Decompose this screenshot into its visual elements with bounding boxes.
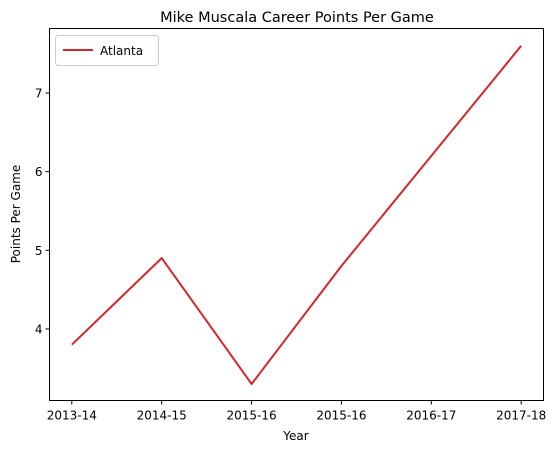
x-axis-label: Year — [282, 429, 308, 443]
x-tick-label: 2017-18 — [496, 409, 546, 423]
chart-title: Mike Muscala Career Points Per Game — [160, 10, 434, 26]
x-axis-ticks: 2013-14 2014-15 2015-16 2015-16 2016-17 2017-… — [47, 400, 546, 423]
y-axis-ticks: 4 5 6 7 — [35, 86, 50, 336]
y-tick-label: 7 — [35, 86, 43, 100]
x-tick-label: 2015-16 — [226, 409, 276, 423]
legend-label-atlanta: Atlanta — [100, 44, 143, 58]
series-layer — [71, 45, 522, 385]
series-line-atlanta — [71, 45, 522, 385]
y-tick-label: 6 — [35, 165, 43, 179]
plot-area — [49, 28, 544, 401]
y-axis-label: Points Per Game — [9, 165, 23, 264]
legend: Atlanta — [55, 35, 159, 66]
x-tick-label: 2013-14 — [47, 409, 97, 423]
y-tick-label: 4 — [35, 322, 43, 336]
x-tick-label: 2016-17 — [406, 409, 456, 423]
x-tick-label: 2015-16 — [316, 409, 366, 423]
legend-box — [55, 35, 159, 66]
x-tick-label: 2014-15 — [137, 409, 187, 423]
y-tick-label: 5 — [35, 244, 43, 258]
